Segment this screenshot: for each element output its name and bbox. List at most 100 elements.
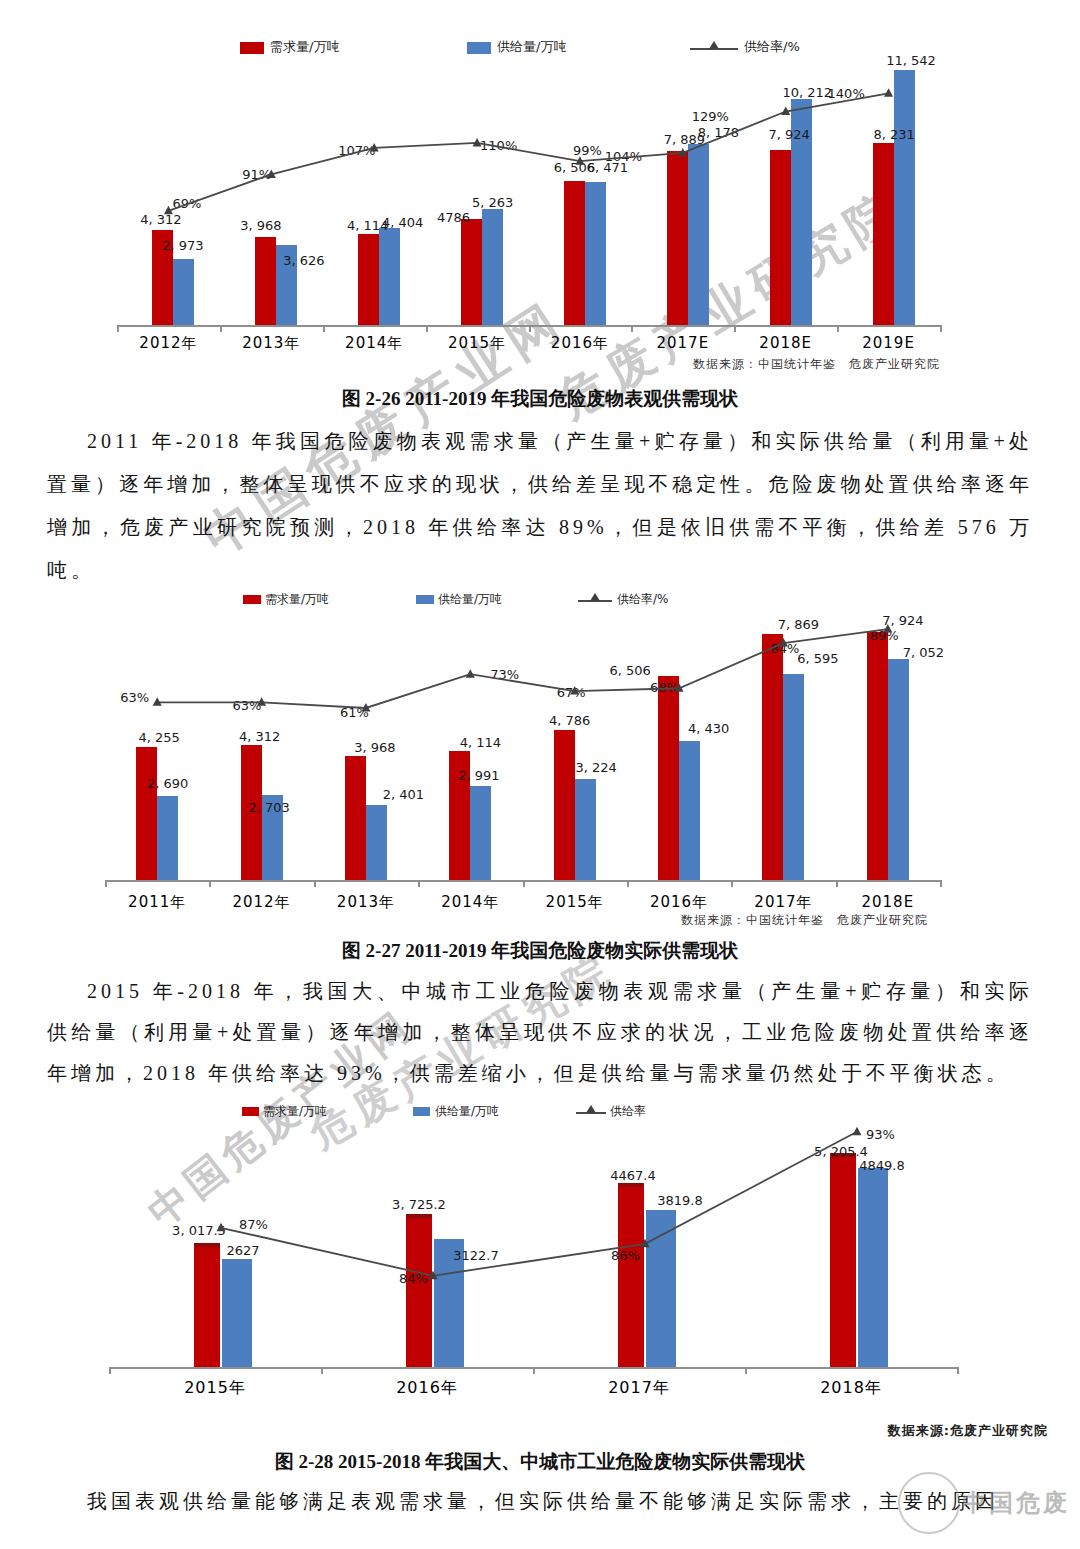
- demand-legend-label: 需求量/万吨: [270, 38, 339, 56]
- supply-bar: [585, 182, 606, 325]
- demand-bar: [255, 237, 276, 325]
- demand-bar: [194, 1243, 220, 1367]
- demand-bar: [667, 151, 688, 325]
- x-axis-label: 2017年: [533, 1378, 745, 1399]
- demand-bar: [873, 143, 894, 325]
- supply-bar: [575, 779, 596, 880]
- demand-value-label: 7, 869: [753, 617, 843, 632]
- demand-value-label: 4, 255: [114, 730, 204, 745]
- supply-legend-label: 供给量/万吨: [438, 591, 502, 608]
- demand-bar: [658, 676, 679, 880]
- supply-bar: [157, 796, 178, 880]
- axis-tick: [117, 325, 119, 332]
- data-source-3: 数据来源:危废产业研究院: [888, 1422, 1048, 1440]
- rate-legend-marker-icon: [590, 593, 600, 601]
- stamp-circle-icon: [898, 1472, 960, 1534]
- axis-tick: [523, 880, 525, 887]
- rate-value-label: 87%: [239, 1217, 268, 1232]
- rate-value-label: 84%: [399, 1271, 428, 1286]
- rate-value-label: 110%: [480, 138, 517, 153]
- figure-caption-3: 图 2-28 2015-2018 年我国大、中城市工业危险废物实际供需现状: [0, 1449, 1080, 1475]
- supply-value-label: 2, 991: [434, 768, 524, 783]
- supply-value-label: 4849.8: [837, 1158, 927, 1173]
- supply-value-label: 2, 690: [123, 776, 213, 791]
- axis-tick: [631, 325, 633, 332]
- x-axis-label: 2011年: [105, 893, 209, 912]
- axis-tick: [209, 880, 211, 887]
- x-axis-label: 2014年: [323, 334, 426, 353]
- figure-caption-2: 图 2-27 2011-2019 年我国危险废物实际供需现状: [0, 938, 1080, 964]
- axis-tick: [745, 1367, 747, 1374]
- data-source-1: 数据来源：中国统计年鉴 危废产业研究院: [693, 356, 940, 373]
- demand-bar: [830, 1153, 856, 1367]
- demand-value-label: 4, 114: [435, 735, 525, 750]
- rate-value-label: 61%: [340, 705, 369, 720]
- rate-value-label: 89%: [870, 628, 899, 643]
- demand-value-label: 7, 924: [858, 613, 948, 628]
- supply-bar: [858, 1168, 888, 1367]
- rate-value-label: 63%: [233, 698, 262, 713]
- axis-tick: [940, 880, 942, 887]
- rate-value-label: 140%: [828, 86, 865, 101]
- brand-watermark-text: 中国危废: [962, 1487, 1070, 1519]
- supply-value-label: 11, 542: [866, 53, 956, 68]
- x-axis-label: 2018年: [745, 1378, 957, 1399]
- x-axis-label: 2016年: [529, 334, 632, 353]
- demand-bar: [461, 219, 482, 325]
- supply-value-label: 4, 430: [664, 721, 754, 736]
- rate-legend-label: 供给率/%: [744, 38, 800, 56]
- x-axis-label: 2015年: [426, 334, 529, 353]
- supply-bar: [894, 70, 915, 325]
- x-axis-label: 2018E: [836, 893, 940, 911]
- demand-value-label: 4786: [409, 210, 499, 225]
- supply-legend-swatch: [467, 42, 491, 54]
- demand-legend-label: 需求量/万吨: [265, 591, 329, 608]
- rate-marker-icon: [153, 697, 162, 706]
- x-axis-label: 2016年: [321, 1378, 533, 1399]
- demand-legend-swatch: [243, 595, 261, 604]
- axis-tick: [533, 1367, 535, 1374]
- x-axis-label: 2012年: [117, 334, 220, 353]
- rate-value-label: 67%: [557, 685, 586, 700]
- supply-value-label: 3819.8: [635, 1193, 725, 1208]
- rate-legend-marker-icon: [709, 41, 719, 49]
- x-axis-label: 2016年: [627, 893, 731, 912]
- rate-value-label: 63%: [120, 690, 149, 705]
- axis-tick: [314, 880, 316, 887]
- supply-bar: [888, 659, 909, 880]
- demand-bar: [554, 730, 575, 880]
- supply-value-label: 2627: [198, 1243, 288, 1258]
- x-axis-label: 2017年: [731, 893, 835, 912]
- axis-tick: [529, 325, 531, 332]
- axis-tick: [837, 325, 839, 332]
- supply-legend-label: 供给量/万吨: [435, 1103, 499, 1120]
- axis-tick: [321, 1367, 323, 1374]
- supply-value-label: 3122.7: [431, 1248, 521, 1263]
- demand-bar: [867, 632, 888, 880]
- x-axis-label: 2015年: [109, 1378, 321, 1399]
- x-axis-label: 2018E: [734, 334, 837, 352]
- rate-value-label: 104%: [605, 149, 642, 164]
- demand-legend-swatch: [240, 42, 264, 54]
- rate-value-label: 84%: [770, 641, 799, 656]
- supply-legend-label: 供给量/万吨: [497, 38, 566, 56]
- figure-caption-1: 图 2-26 2011-2019 年我国危险废物表观供需现状: [0, 386, 1080, 412]
- rate-legend-marker-icon: [586, 1105, 596, 1113]
- rate-marker-icon: [884, 88, 893, 97]
- axis-tick: [731, 880, 733, 887]
- supply-bar: [783, 674, 804, 880]
- supply-legend-swatch: [416, 595, 434, 604]
- demand-value-label: 6, 506: [585, 663, 675, 678]
- supply-value-label: 3, 626: [259, 253, 349, 268]
- supply-bar: [688, 144, 709, 325]
- demand-value-label: 7, 924: [744, 127, 834, 142]
- demand-value-label: 4467.4: [588, 1168, 678, 1183]
- x-axis-label: 2015年: [523, 893, 627, 912]
- supply-bar: [173, 259, 194, 325]
- rate-marker-icon: [853, 1127, 862, 1136]
- axis-tick: [627, 880, 629, 887]
- demand-value-label: 3, 968: [216, 218, 306, 233]
- rate-value-label: 129%: [692, 109, 729, 124]
- axis-tick: [836, 880, 838, 887]
- demand-value-label: 4, 312: [116, 212, 206, 227]
